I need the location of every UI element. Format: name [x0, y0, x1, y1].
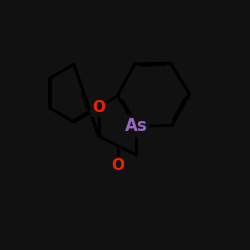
- Text: As: As: [125, 117, 148, 135]
- Text: O: O: [111, 158, 124, 173]
- Text: O: O: [92, 100, 105, 115]
